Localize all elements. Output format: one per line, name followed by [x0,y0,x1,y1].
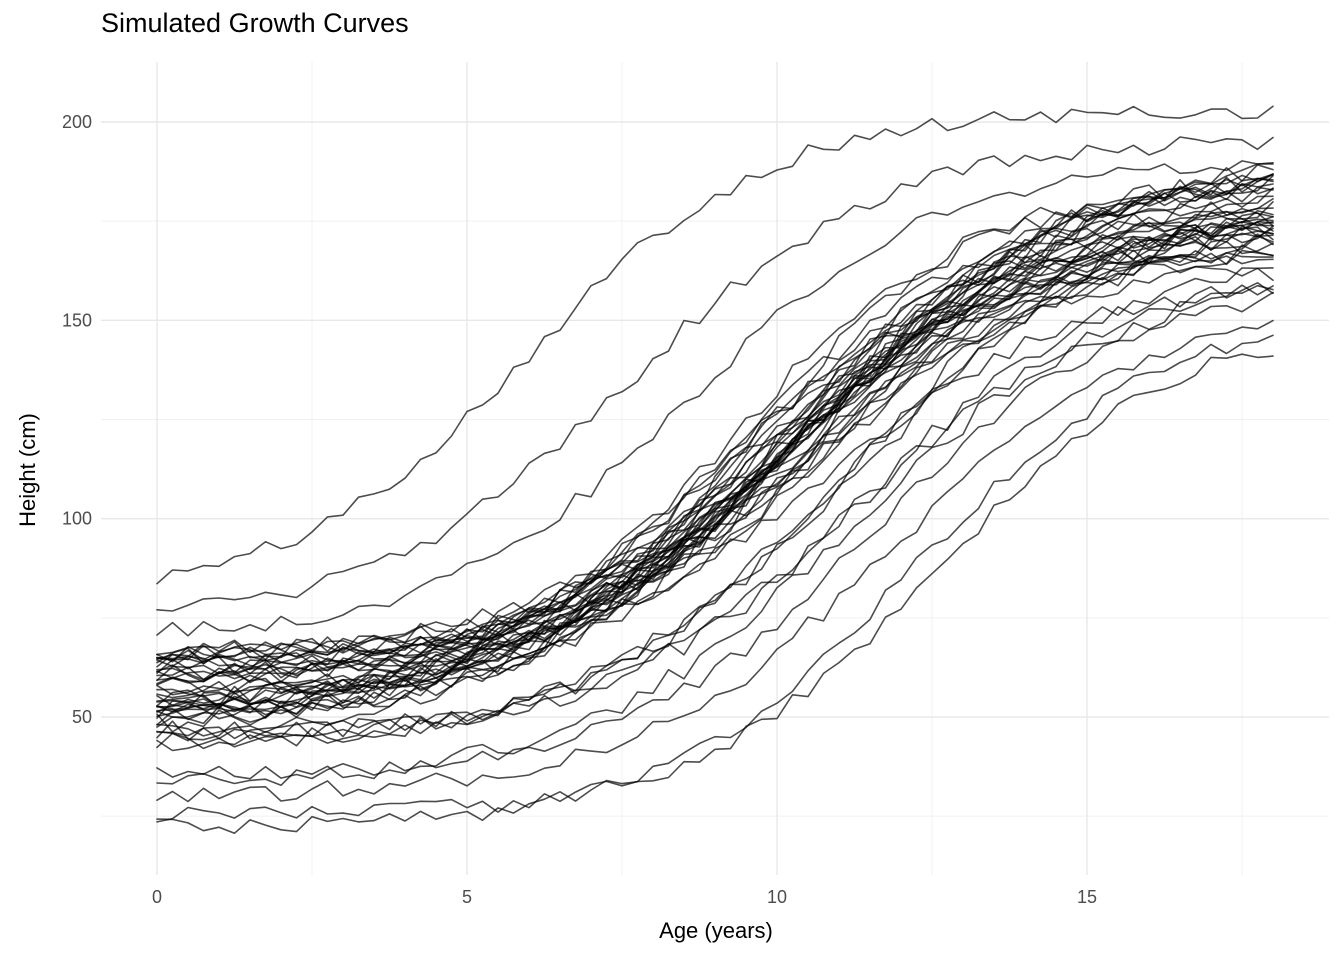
growth-curve [156,267,1274,741]
growth-curve [156,136,1274,612]
growth-curve [156,174,1274,684]
growth-curve [156,218,1274,740]
growth-curve [156,265,1274,708]
x-tick-label: 0 [152,887,162,907]
growth-curve [156,226,1274,660]
growth-curve [156,281,1274,671]
growth-curve [156,225,1274,716]
chart-title: Simulated Growth Curves [101,8,409,38]
growth-curve [156,105,1274,585]
growth-curve [156,215,1274,681]
growth-curve [156,244,1274,699]
growth-curve [156,187,1274,668]
growth-curve [156,221,1274,710]
growth-curve [156,284,1274,787]
y-tick-label: 150 [62,310,92,330]
x-tick-label: 10 [767,887,787,907]
growth-curve [156,233,1274,707]
growth-curve [156,160,1274,637]
y-tick-label: 200 [62,112,92,132]
growth-curve [156,255,1274,712]
x-axis-title: Age (years) [659,918,773,943]
growth-curve [156,195,1274,683]
growth-curve [156,225,1274,752]
growth-curve [156,284,1274,750]
growth-curve [156,164,1274,656]
x-tick-label: 15 [1077,887,1097,907]
y-tick-label: 100 [62,509,92,529]
growth-curve [156,229,1274,693]
growth-curve [156,198,1274,718]
growth-curve [156,177,1274,674]
growth-curve [156,221,1274,661]
growth-curve [156,227,1274,665]
growth-curve [156,210,1274,707]
growth-curve [156,239,1274,716]
growth-curve [156,353,1274,823]
growth-curve [156,220,1274,696]
growth-curve [156,334,1274,835]
growth-curve [156,173,1274,728]
growth-curve [156,319,1274,803]
y-tick-label: 50 [72,707,92,727]
y-axis-title: Height (cm) [15,413,40,527]
x-tick-label: 5 [462,887,472,907]
growth-curve [156,201,1274,686]
growth-curve [156,162,1274,661]
growth-curve [156,291,1274,780]
